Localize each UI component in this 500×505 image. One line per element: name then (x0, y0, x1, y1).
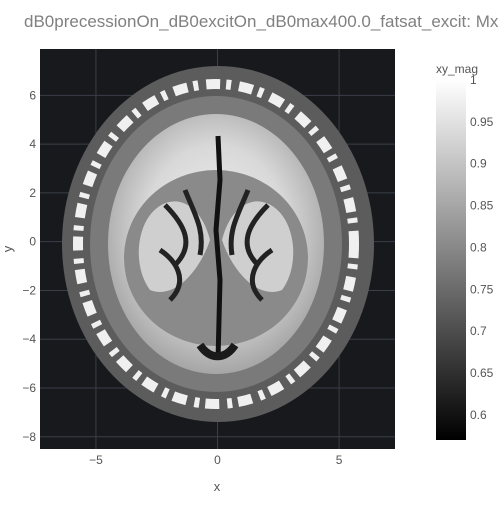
colorbar-tick-label: 0.7 (470, 324, 487, 338)
y-tick-label: −8 (22, 430, 36, 444)
fat-ring (73, 79, 359, 409)
left-sulci (158, 189, 204, 302)
right-white-matter (222, 201, 294, 292)
left-white-matter (138, 201, 210, 292)
colorbar-tick-label: 0.6 (470, 408, 487, 422)
chart-title: dB0precessionOn_dB0excitOn_dB0max400.0_f… (24, 12, 499, 31)
posterior-csf (196, 342, 239, 361)
colorbar-tick-label: 0.65 (470, 366, 494, 380)
y-tick-label: 4 (29, 137, 36, 151)
colorbar: xy_mag 1 0.95 0.9 0.85 0.8 0.75 0.7 0.65 0.6 (436, 62, 494, 440)
y-tick-label: −4 (22, 332, 36, 346)
colorbar-gradient (436, 80, 466, 440)
colorbar-tick-label: 0.85 (470, 199, 494, 213)
y-tick-label: 2 (29, 186, 36, 200)
y-tick-label: −2 (22, 283, 36, 297)
colorbar-tick-label: 0.75 (470, 282, 494, 296)
x-tick-label: −5 (89, 453, 103, 467)
colorbar-tick-label: 1 (470, 73, 477, 87)
colorbar-tick-label: 0.95 (470, 115, 494, 129)
y-tick-label: −6 (22, 381, 36, 395)
y-ticks: 6 4 2 0 −2 −4 −6 −8 (22, 88, 36, 443)
y-tick-label: 0 (29, 235, 36, 249)
colorbar-tick-label: 0.9 (470, 157, 487, 171)
colorbar-ticks: 1 0.95 0.9 0.85 0.8 0.75 0.7 0.65 0.6 (470, 73, 494, 422)
right-sulci (228, 189, 274, 302)
brain-image (62, 66, 374, 422)
plot-area: −5 0 5 6 4 2 0 −2 −4 −6 −8 (22, 49, 395, 467)
midline-fissure (213, 135, 223, 361)
x-ticks: −5 0 5 (89, 453, 343, 467)
colorbar-title: xy_mag (436, 62, 478, 76)
y-tick-label: 6 (29, 88, 36, 102)
y-axis-label: y (0, 245, 15, 252)
x-axis-label: x (214, 479, 221, 494)
colorbar-tick-label: 0.8 (470, 240, 487, 254)
x-tick-label: 0 (214, 453, 221, 467)
x-tick-label: 5 (336, 453, 343, 467)
